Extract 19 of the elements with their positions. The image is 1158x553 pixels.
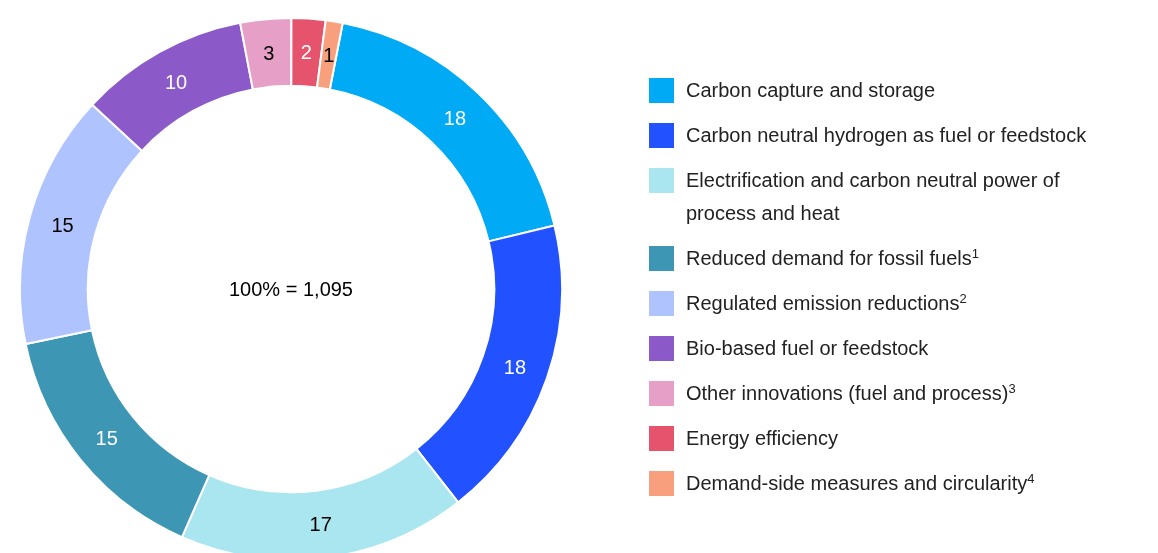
data-label: 2	[300, 41, 312, 64]
data-label: 15	[95, 427, 118, 450]
legend-label: Regulated emission reductions$^{2}$	[686, 290, 967, 314]
legend-label: Other innovations (fuel and process)$^{3}$	[686, 380, 1016, 404]
data-label: 18	[503, 355, 527, 378]
legend-label: Electrification and carbon neutral power of process and heat	[686, 169, 1060, 224]
legend-label: Energy efficiency	[686, 427, 838, 449]
data-label: 15	[51, 214, 74, 237]
data-label: 17	[309, 513, 332, 536]
legend-label: Demand-side measures and circularity$^{4}$	[686, 470, 1035, 494]
data-label: 10	[164, 70, 188, 93]
legend-label: Carbon capture and storage	[686, 79, 936, 101]
legend-label: Reduced demand for fossil fuels$^{1}$	[686, 245, 979, 269]
data-label: 1	[323, 43, 335, 66]
legend-label: Carbon neutral hydrogen as fuel or feedstock	[686, 124, 1088, 146]
legend-label: Bio-based fuel or feedstock	[686, 337, 930, 359]
text: 100% = 1,095	[229, 278, 353, 300]
data-label: 3	[263, 41, 275, 64]
data-label: 18	[443, 106, 467, 129]
